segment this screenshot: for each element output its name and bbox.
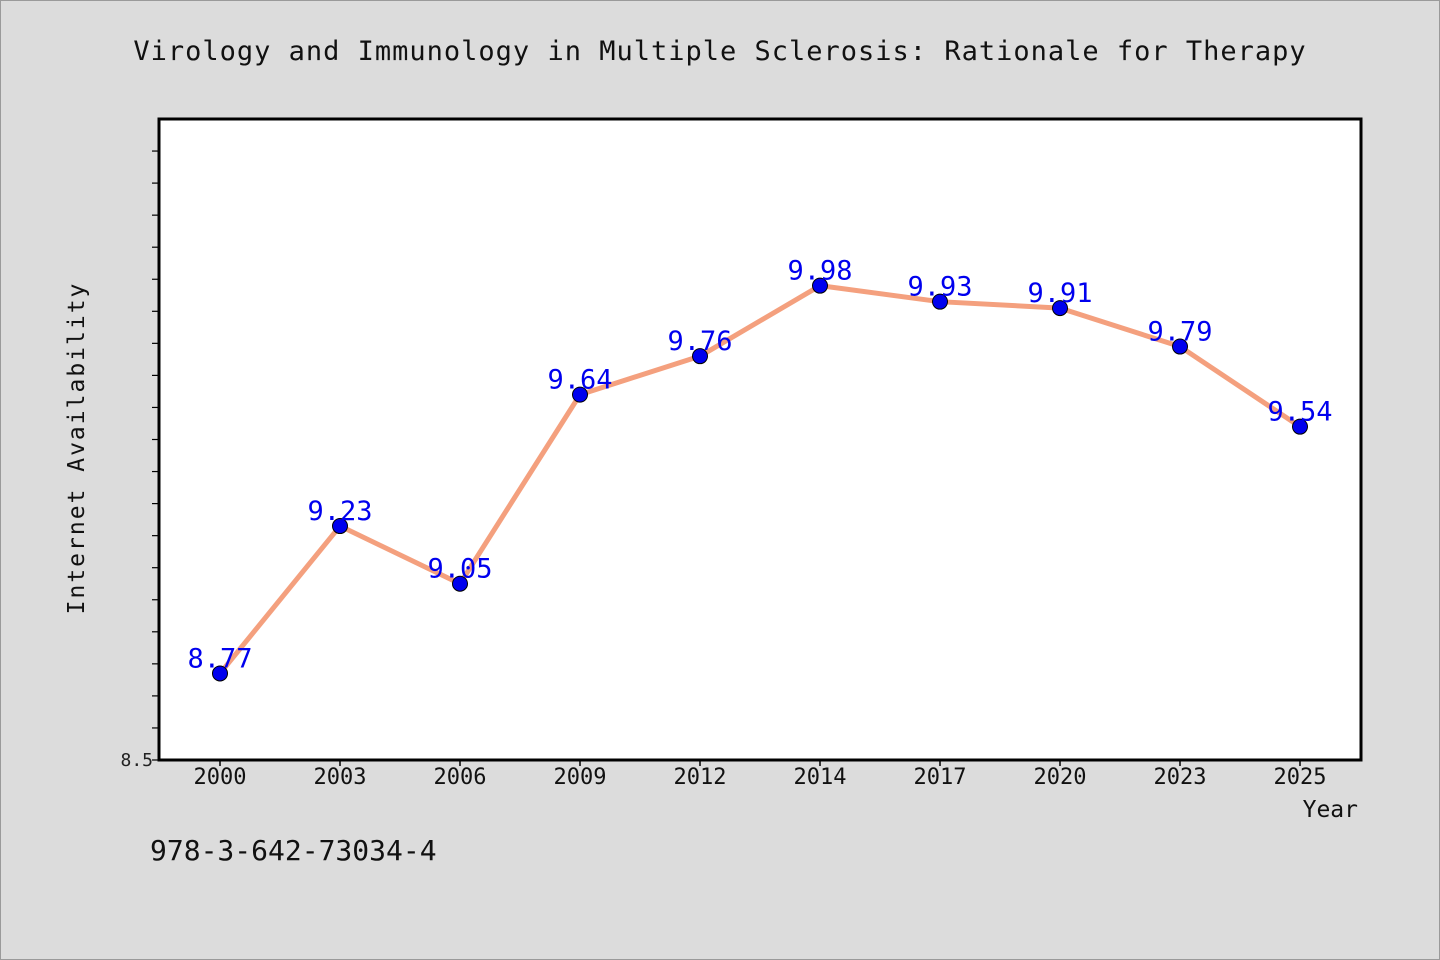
- data-label: 9.64: [547, 365, 612, 396]
- series-line: [218, 283, 1302, 676]
- x-tick-label: 2003: [314, 765, 367, 790]
- isbn-text: 978-3-642-73034-4: [150, 834, 437, 867]
- data-label: 9.54: [1267, 397, 1332, 428]
- data-label: 9.98: [787, 256, 852, 287]
- y-axis-ticks: [152, 150, 159, 761]
- data-point: [812, 277, 828, 294]
- x-tick-label: 2014: [794, 765, 847, 790]
- data-point: [212, 665, 228, 682]
- chart-title: Virology and Immunology in Multiple Scle…: [133, 36, 1307, 67]
- plot-area: [157, 117, 1363, 762]
- data-point: [1292, 418, 1308, 435]
- data-point: [932, 293, 948, 310]
- data-label: 9.76: [667, 326, 732, 357]
- data-point: [452, 575, 468, 592]
- series-markers: [212, 277, 1308, 682]
- data-point: [692, 348, 708, 365]
- data-label: 9.91: [1027, 278, 1092, 309]
- x-tick-labels: 2000 2003 2006 2009 2012 2014 2017 2020 2023 2025: [194, 765, 1327, 790]
- y-tick-label: 8.5: [120, 750, 153, 771]
- x-axis-ticks: [219, 760, 1301, 766]
- data-label: 9.05: [427, 554, 492, 585]
- x-tick-label: 2006: [434, 765, 487, 790]
- data-point: [572, 386, 588, 403]
- data-labels: 8.77 9.23 9.05 9.64 9.76 9.98 9.93 9.91 9.79 9.54: [187, 256, 1332, 675]
- data-label: 9.79: [1147, 317, 1212, 348]
- data-label: 8.77: [187, 643, 252, 674]
- x-tick-label: 2020: [1034, 765, 1087, 790]
- x-tick-label: 2012: [674, 765, 727, 790]
- data-point: [332, 518, 348, 535]
- x-axis-label: Year: [1303, 797, 1358, 823]
- x-tick-label: 2025: [1274, 765, 1327, 790]
- data-point: [1172, 338, 1188, 355]
- x-tick-label: 2017: [914, 765, 967, 790]
- data-label: 9.23: [307, 496, 372, 527]
- x-tick-label: 2009: [554, 765, 607, 790]
- data-label: 9.93: [907, 272, 972, 303]
- y-axis-label: Internet Availability: [64, 282, 90, 615]
- x-tick-label: 2023: [1154, 765, 1207, 790]
- data-point: [1052, 300, 1068, 317]
- x-tick-label: 2000: [194, 765, 247, 790]
